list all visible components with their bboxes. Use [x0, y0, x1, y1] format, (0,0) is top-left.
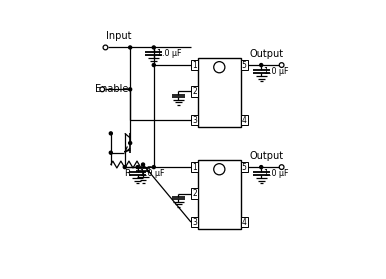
Text: 1: 1: [192, 61, 197, 69]
Circle shape: [109, 132, 112, 135]
Circle shape: [152, 46, 155, 49]
Text: 2: 2: [192, 87, 197, 96]
Text: C: C: [146, 167, 152, 175]
Circle shape: [109, 151, 112, 154]
Bar: [241, 115, 248, 125]
Text: 1.0 μF: 1.0 μF: [264, 169, 289, 178]
Bar: [191, 86, 198, 97]
Text: 4: 4: [242, 218, 247, 227]
Circle shape: [279, 165, 284, 169]
Circle shape: [129, 141, 132, 145]
Bar: [198, 160, 241, 229]
Bar: [198, 58, 241, 127]
Circle shape: [129, 46, 132, 49]
Bar: [241, 60, 248, 70]
Circle shape: [214, 62, 225, 73]
Text: Enable: Enable: [95, 84, 128, 94]
Bar: [191, 115, 198, 125]
Text: 5: 5: [242, 61, 247, 69]
Text: 3: 3: [192, 116, 197, 124]
Text: 1: 1: [192, 163, 197, 172]
Text: R: R: [124, 169, 130, 178]
Text: 1.0 μF: 1.0 μF: [157, 49, 181, 58]
Text: 3: 3: [192, 218, 197, 227]
Circle shape: [129, 88, 132, 91]
Circle shape: [103, 45, 108, 50]
Bar: [241, 162, 248, 172]
Circle shape: [152, 166, 155, 169]
Bar: [191, 217, 198, 227]
Circle shape: [279, 63, 284, 68]
Text: Input: Input: [106, 32, 131, 41]
Text: Output: Output: [250, 151, 284, 161]
Bar: [191, 60, 198, 70]
Text: Output: Output: [250, 49, 284, 59]
Circle shape: [214, 164, 225, 175]
Bar: [241, 217, 248, 227]
Circle shape: [136, 166, 139, 169]
Circle shape: [260, 64, 263, 67]
Circle shape: [152, 64, 155, 67]
Text: 5: 5: [242, 163, 247, 172]
Text: 2: 2: [192, 189, 197, 198]
Text: 1.0 μF: 1.0 μF: [141, 169, 165, 178]
Text: 1.0 μF: 1.0 μF: [264, 67, 289, 76]
Bar: [191, 162, 198, 172]
Text: 4: 4: [242, 116, 247, 124]
Circle shape: [100, 87, 105, 92]
Circle shape: [123, 166, 126, 169]
Circle shape: [260, 166, 263, 169]
Bar: [191, 188, 198, 199]
Circle shape: [142, 163, 144, 166]
